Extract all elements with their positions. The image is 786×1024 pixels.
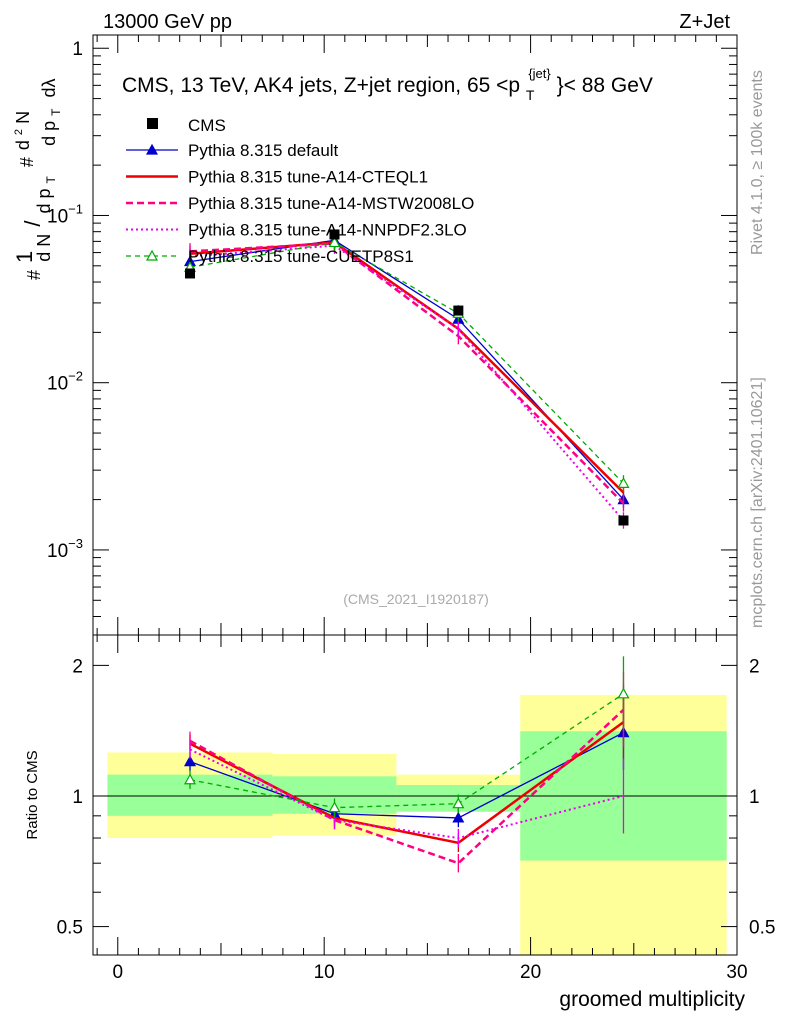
ratio-axis-ticks [93, 35, 738, 955]
ratio-y-axis-label: Ratio to CMS [24, 750, 41, 839]
ratio-y-tick-label-left: 1 [72, 787, 83, 808]
legend-label-cms: CMS [188, 116, 226, 135]
legend-label-pythia-8-315-tune-a14-mstw2008lo: Pythia 8.315 tune-A14-MSTW2008LO [188, 194, 474, 213]
ylabel-one: 1 [12, 251, 37, 263]
main-series-line-pythia-8-315-tune-a14-nnpdf2-3lo [189, 244, 625, 522]
main-series-line-pythia-8-315-tune-a14-cteql1 [189, 241, 625, 494]
legend-marker-cms [147, 118, 158, 129]
ratio-series-line-pythia-8-315-tune-a14-nnpdf2-3lo [189, 748, 624, 840]
main-y-tick-label: 10−1 [47, 201, 83, 227]
ratio-y-tick-label-right: 1 [749, 787, 760, 808]
main-y-tick-label: 1 [72, 39, 83, 60]
x-tick-label: 0 [112, 962, 123, 983]
ratio-series-marker-pythia-8-315-default [452, 811, 465, 823]
ratio-y-tick-label-right: 0.5 [749, 918, 775, 939]
ratio-series-line-pythia-8-315-tune-a14-mstw2008lo [189, 708, 625, 865]
main-axis-ticks [93, 47, 737, 617]
x-tick-label: 30 [726, 962, 747, 983]
main-series-layer [183, 232, 630, 529]
mcplots-label: mcplots.cern.ch [arXiv:2401.10621] [749, 377, 766, 628]
ylabel-dN: d N [34, 234, 54, 262]
ratio-y-tick-labels: 0.5 0.5 1 1 2 2 [57, 656, 776, 938]
ylabel-slash: / [20, 220, 45, 227]
main-y-tick-labels: 10−3 10−2 10−1 1 [47, 39, 83, 562]
x-tick-labels: 0 10 20 30 [112, 962, 747, 983]
legend-marker-pythia-8-315-tune-cuetp8s1 [145, 249, 159, 261]
ylabel-T2: T [49, 108, 63, 116]
x-axis-label: groomed multiplicity [559, 988, 745, 1011]
legend-label-pythia-8-315-tune-a14-cteql1: Pythia 8.315 tune-A14-CTEQL1 [188, 168, 428, 187]
main-series-line-pythia-8-315-tune-cuetp8s1 [189, 241, 624, 484]
main-y-tick-label: 10−2 [47, 369, 83, 395]
ylabel-dpT: d p [39, 121, 59, 146]
main-data-layer [185, 229, 629, 526]
legend-marker-pythia-8-315-default [145, 143, 159, 155]
ylabel-dl: dλ [39, 78, 59, 97]
title-sup: {jet} [528, 66, 551, 81]
main-series-marker-pythia-8-315-tune-cuetp8s1 [617, 477, 630, 488]
title-pre: CMS, 13 TeV, AK4 jets, Z+jet region, 65 … [122, 74, 520, 97]
ratio-series-line-pythia-8-315-tune-cuetp8s1 [189, 693, 624, 809]
ylabel-d2N-d: d [13, 140, 33, 150]
ylabel-hash2: # [17, 157, 37, 167]
analysis-watermark: (CMS_2021_I1920187) [343, 591, 489, 607]
x-tick-label: 10 [314, 962, 335, 983]
main-y-tick-label: 10−3 [47, 536, 83, 562]
ratio-series-marker-pythia-8-315-tune-cuetp8s1 [452, 797, 465, 809]
ylabel-dp: d p [34, 189, 54, 214]
main-title: CMS, 13 TeV, AK4 jets, Z+jet region, 65 … [122, 60, 653, 105]
cms-data-point [453, 305, 464, 316]
ratio-series-marker-pythia-8-315-tune-cuetp8s1 [617, 687, 630, 699]
cms-data-point [618, 515, 629, 526]
ylabel-sq: 2 [13, 129, 25, 135]
legend-label-pythia-8-315-default: Pythia 8.315 default [188, 141, 339, 160]
ratio-series-line-pythia-8-315-default [189, 732, 624, 819]
title-sub: T [526, 87, 535, 103]
ylabel-hash1: # [24, 270, 44, 280]
ratio-panel-frame [92, 634, 738, 956]
rivet-label: Rivet 4.1.0, ≥ 100k events [749, 70, 766, 255]
ylabel-T1: T [44, 175, 58, 183]
legend: CMS Pythia 8.315 default Pythia 8.315 tune… [126, 116, 474, 266]
main-series-line-pythia-8-315-default [189, 239, 624, 501]
header-right: Z+Jet [679, 11, 730, 33]
cms-data-point [185, 268, 196, 279]
ratio-uncertainty-bands [107, 694, 727, 955]
ratio-series-marker-pythia-8-315-default [183, 755, 197, 767]
ratio-y-tick-label-left: 0.5 [57, 918, 83, 939]
main-series-marker-pythia-8-315-tune-cuetp8s1 [328, 236, 341, 248]
ratio-series-layer [183, 656, 630, 873]
legend-label-pythia-8-315-tune-cuetp8s1: Pythia 8.315 tune-CUETP8S1 [188, 247, 414, 266]
ylabel-N: N [13, 111, 33, 124]
ratio-series-marker-pythia-8-315-tune-cuetp8s1 [328, 801, 341, 813]
ratio-y-tick-label-left: 2 [72, 656, 83, 677]
ratio-series-marker-pythia-8-315-tune-cuetp8s1 [183, 773, 197, 785]
header-left: 13000 GeV pp [103, 11, 232, 33]
ratio-y-tick-label-right: 2 [749, 656, 760, 677]
x-tick-label: 20 [520, 962, 541, 983]
main-y-axis-label: # 1 d N / d p T # d 2 N d p T dλ [6, 78, 64, 280]
title-post: }< 88 GeV [557, 74, 653, 97]
cms-data-point [329, 229, 340, 240]
main-series-line-pythia-8-315-tune-a14-mstw2008lo [189, 242, 625, 505]
legend-label-pythia-8-315-tune-a14-nnpdf2-3lo: Pythia 8.315 tune-A14-NNPDF2.3LO [188, 221, 467, 240]
svg-text:# 1 d N /: # 1 d N / d p T # d 2 N d p T dλ [6, 78, 64, 280]
